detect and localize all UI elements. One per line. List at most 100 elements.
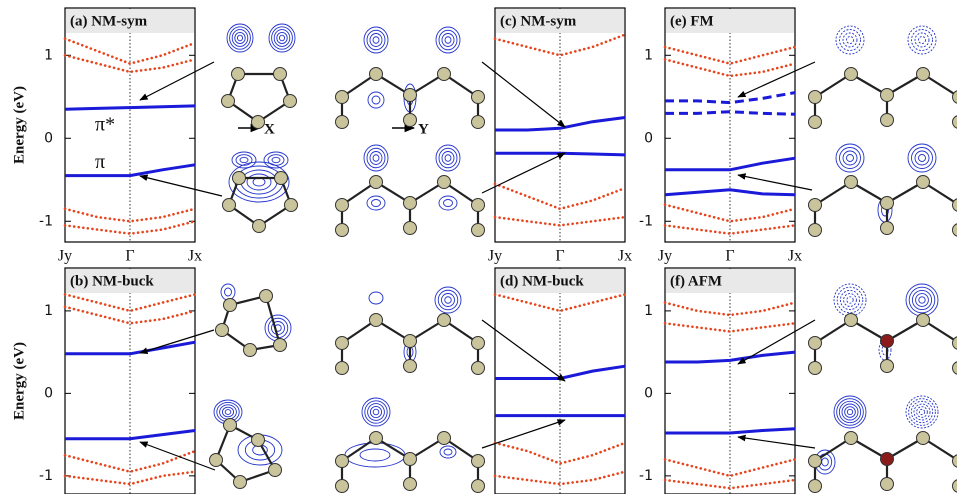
atom [472, 337, 485, 350]
orbital-contour [915, 151, 929, 165]
orbital-contour [227, 24, 253, 52]
x-tick-label: Jx [788, 248, 802, 265]
orbital-contour [837, 287, 863, 313]
atom [809, 91, 822, 104]
atom [881, 222, 894, 235]
orbital-contour [843, 151, 857, 165]
orbital-contour [370, 34, 382, 47]
orbital-contour [908, 144, 936, 172]
orbital-contour [444, 200, 453, 207]
direction-label: X [264, 121, 275, 137]
atom [336, 337, 349, 350]
atom [845, 314, 858, 327]
orbital-contour [268, 155, 284, 166]
atom [223, 199, 236, 212]
x-tick-label: Γ [725, 248, 734, 265]
orbital-contour [839, 401, 860, 422]
orbital-contour [236, 155, 252, 166]
atom [224, 419, 237, 432]
direction-label: Y [418, 121, 429, 137]
atom [233, 172, 246, 185]
orbital-contour [917, 407, 928, 418]
atom [269, 464, 282, 477]
panel-title: (a) NM-sym [70, 13, 148, 29]
orbital-contour [836, 144, 864, 172]
atom [472, 480, 485, 493]
x-tick-label: Γ [555, 248, 564, 265]
orbital-contour [919, 37, 926, 44]
orbital-contour [370, 152, 382, 165]
orbital-contour [372, 200, 381, 207]
y-tick-label: 0 [644, 385, 653, 401]
orbital-contour [847, 297, 853, 303]
bond [266, 296, 280, 345]
orbital-contour [247, 174, 271, 190]
orbital-contour [440, 446, 456, 458]
x-tick-label: Jy [58, 248, 72, 265]
atom [881, 453, 894, 466]
y-tick-label: -1 [39, 468, 53, 484]
y-axis-label: Energy (eV) [11, 342, 27, 420]
y-axis-label: Energy (eV) [11, 86, 27, 164]
y-tick-label: 1 [644, 303, 653, 319]
atom [210, 454, 223, 467]
orbital-contour [230, 27, 251, 49]
orbital-contour [364, 145, 388, 171]
orbital-contour [909, 399, 936, 426]
band-line [495, 153, 625, 155]
figure: XYJyΓJx-101(a) NM-symEnergy (eV)π*π-101(… [0, 0, 957, 494]
atom [953, 224, 957, 237]
orbital-contour [442, 152, 454, 165]
orbital-contour [906, 396, 938, 428]
panel-title: (f) AFM [670, 273, 722, 289]
atom [253, 220, 266, 233]
atom [472, 91, 485, 104]
atom [336, 480, 349, 493]
orbital-contour [365, 401, 387, 423]
orbital-contour [225, 288, 232, 296]
orbital-contour [345, 443, 405, 467]
orbital-contour [442, 34, 454, 47]
orbital-contour [837, 399, 864, 426]
orbital-contour [235, 32, 245, 43]
x-tick-label: Jy [488, 248, 502, 265]
orbital-contour [360, 449, 390, 461]
atom [809, 199, 822, 212]
orbital-contour [436, 27, 460, 53]
atom [809, 337, 822, 350]
atom [917, 432, 930, 445]
y-tick-label: 1 [44, 47, 53, 63]
y-tick-label: 1 [44, 303, 53, 319]
atom [336, 199, 349, 212]
orbital-contour [253, 178, 265, 186]
orbital-contour [439, 196, 457, 210]
atom [472, 455, 485, 468]
atom [845, 432, 858, 445]
orbital-contour [847, 155, 854, 162]
orbital-contour [445, 155, 451, 162]
atom [275, 172, 288, 185]
y-tick-label: 0 [644, 130, 653, 146]
orbital-contour [919, 155, 926, 162]
atom [917, 314, 930, 327]
atom [404, 197, 417, 210]
orbital-contour [272, 27, 293, 49]
atom [809, 224, 822, 237]
orbital-contour [435, 287, 461, 313]
panel-title: (c) NM-sym [500, 13, 577, 29]
panel-title: (d) NM-buck [500, 273, 584, 289]
orbital-contour [845, 407, 856, 418]
atom [274, 68, 287, 81]
orbital-contour [822, 458, 829, 466]
orbital-contour [373, 409, 379, 415]
atom [881, 89, 894, 102]
atom [336, 116, 349, 129]
atom [472, 199, 485, 212]
atom [336, 224, 349, 237]
orbital-contour [916, 294, 929, 307]
orbital-contour [222, 407, 233, 417]
atom [234, 476, 247, 489]
orbital-contour [442, 294, 455, 307]
atom [809, 480, 822, 493]
atom [809, 362, 822, 375]
